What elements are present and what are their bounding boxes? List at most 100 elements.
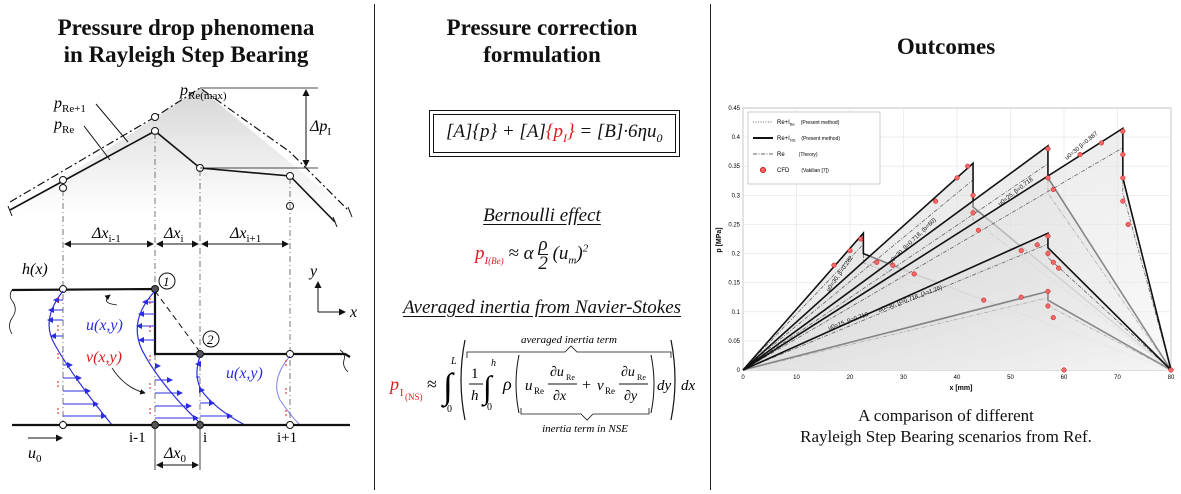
cfd-point: [1018, 248, 1024, 254]
svg-text:I: I: [400, 388, 403, 399]
svg-text:∂u: ∂u: [621, 365, 635, 380]
y-tick-label: 0.45: [728, 106, 740, 112]
svg-text:0: 0: [487, 402, 492, 413]
cfd-point: [911, 271, 917, 277]
right-panel: Outcomes 0 10 20 30 40 50 60 70 80 0 0.05 0.1 0.15 0…: [711, 0, 1181, 494]
cfd-point: [1045, 303, 1051, 309]
cfd-point: [1045, 288, 1051, 294]
cfd-point: [1098, 140, 1105, 146]
legend-item-4: CFD (Vakilian [7]): [777, 168, 829, 174]
circle-label-1: 1: [163, 274, 170, 289]
label-node-ip1: i+1: [277, 430, 297, 446]
svg-text:1: 1: [471, 366, 479, 382]
x-tick-label: 0: [741, 375, 745, 381]
velocity-arrows-1: [47, 297, 107, 419]
svg-text:∫: ∫: [481, 369, 494, 407]
velocity-profile-2: [136, 290, 203, 426]
divider-right: [710, 4, 711, 490]
svg-text:h: h: [471, 388, 479, 404]
x-tick-label: 20: [847, 375, 854, 381]
svg-text:dx: dx: [681, 378, 696, 394]
cfd-point: [1050, 186, 1056, 193]
series-layer: [742, 126, 1172, 371]
svg-text:v: v: [597, 378, 604, 394]
divider-left: [374, 4, 375, 490]
caption-line1: A comparison of different: [858, 406, 1034, 425]
averaged-inertia-label: averaged inertia term: [521, 334, 617, 346]
y-tick-label: 0.05: [728, 339, 740, 345]
svg-text:≈: ≈: [427, 374, 437, 394]
outcomes-caption: A comparison of different Rayleigh Step …: [711, 405, 1181, 447]
node-marker: [59, 176, 67, 184]
label-u0: u0: [28, 445, 42, 465]
middle-panel: Pressure correction formulation [A]{p} +…: [375, 0, 709, 494]
velocity-arrows-3: [195, 361, 233, 419]
chart-legend: Re+IBe (Present method) Re+INS (Present me…: [747, 111, 881, 185]
y-tick-label: 0.25: [728, 222, 740, 228]
x-tick-label: 80: [1168, 375, 1175, 381]
y-tick-label: 0.2: [732, 252, 741, 258]
outcomes-chart: 0 10 20 30 40 50 60 70 80 0 0.05 0.1 0.15 0.2 0.25 0.3…: [716, 106, 1175, 392]
bernoulli-title: Bernoulli effect: [483, 205, 601, 226]
middle-title-line1: Pressure correction: [446, 15, 638, 40]
series-line: [742, 231, 1172, 371]
cfd-layer: [831, 128, 1174, 373]
y-tick-label: 0: [737, 368, 741, 374]
cfd-point: [847, 248, 853, 254]
cfd-point: [1034, 242, 1040, 248]
pressure-correction-equation: [A]{p} + [A]{pI} = [B]·6ηu0: [429, 110, 680, 157]
svg-text:∫: ∫: [441, 366, 455, 408]
velocity-arrows-2: [136, 299, 199, 421]
legend-item-3: Re (Theory): [777, 152, 818, 158]
cfd-point: [981, 297, 987, 303]
cfd-point: [874, 259, 880, 265]
navier-stokes-equation: p I (NS) ≈ ∫ L 0 1 h ∫ h 0 ρ u Re ∂u Re …: [388, 334, 696, 435]
x-tick-label: 70: [1114, 375, 1121, 381]
left-title-line2: in Rayleigh Step Bearing: [63, 42, 309, 67]
x-tick-label: 30: [900, 375, 907, 381]
inertia-nse-label: inertia term in NSE: [542, 423, 628, 435]
cfd-point: [1120, 198, 1126, 204]
x-tick-label: 60: [1061, 375, 1068, 381]
svg-text:+: +: [582, 377, 591, 394]
cfd-point: [1045, 146, 1051, 152]
y-tick-label: 0.15: [728, 281, 740, 287]
svg-text:p: p: [388, 374, 399, 394]
caption-line2: Rayleigh Step Bearing scenarios from Ref…: [800, 427, 1092, 446]
series-theory-line: [742, 243, 1172, 371]
label-node-im1: i-1: [129, 430, 146, 446]
cfd-point: [975, 227, 981, 233]
svg-text:Re: Re: [637, 373, 646, 382]
svg-text:Re: Re: [534, 386, 544, 396]
cfd-point: [970, 192, 976, 198]
svg-text:h: h: [491, 358, 496, 369]
right-title: Outcomes: [896, 34, 996, 59]
cfd-point: [1125, 221, 1131, 227]
cfd-point: [1018, 294, 1024, 300]
cfd-point: [1120, 152, 1126, 158]
left-title: Pressure drop phenomena in Rayleigh Step…: [0, 14, 372, 68]
label-x-axis: x: [349, 304, 357, 321]
cfd-point: [965, 163, 971, 169]
middle-title-line2: formulation: [483, 42, 601, 67]
node-marker: [151, 113, 159, 121]
svg-text:L: L: [450, 356, 457, 367]
cfd-point: [858, 236, 864, 242]
x-tick-label: 40: [954, 375, 961, 381]
cfd-point: [1077, 152, 1083, 158]
y-tick-label: 0.4: [732, 135, 741, 141]
y-tick-labels: 0 0.05 0.1 0.15 0.2 0.25 0.3 0.35 0.4 0.45: [728, 106, 740, 374]
y-axis-label: p [MPa]: [716, 227, 723, 252]
cfd-point: [954, 175, 960, 181]
label-delta-p1: ΔpI: [309, 118, 331, 138]
x-tick-label: 50: [1007, 375, 1014, 381]
x-tick-labels: 0 10 20 30 40 50 60 70 80: [741, 375, 1175, 381]
label-p-re-plus1: pRe+1: [53, 95, 86, 115]
label-y-axis: y: [308, 263, 318, 280]
svg-text:ρ: ρ: [502, 374, 512, 394]
cfd-point: [1045, 175, 1051, 181]
label-p-re: pRe: [53, 116, 74, 136]
y-tick-label: 0.35: [728, 164, 740, 170]
y-tick-label: 0.3: [732, 193, 741, 199]
